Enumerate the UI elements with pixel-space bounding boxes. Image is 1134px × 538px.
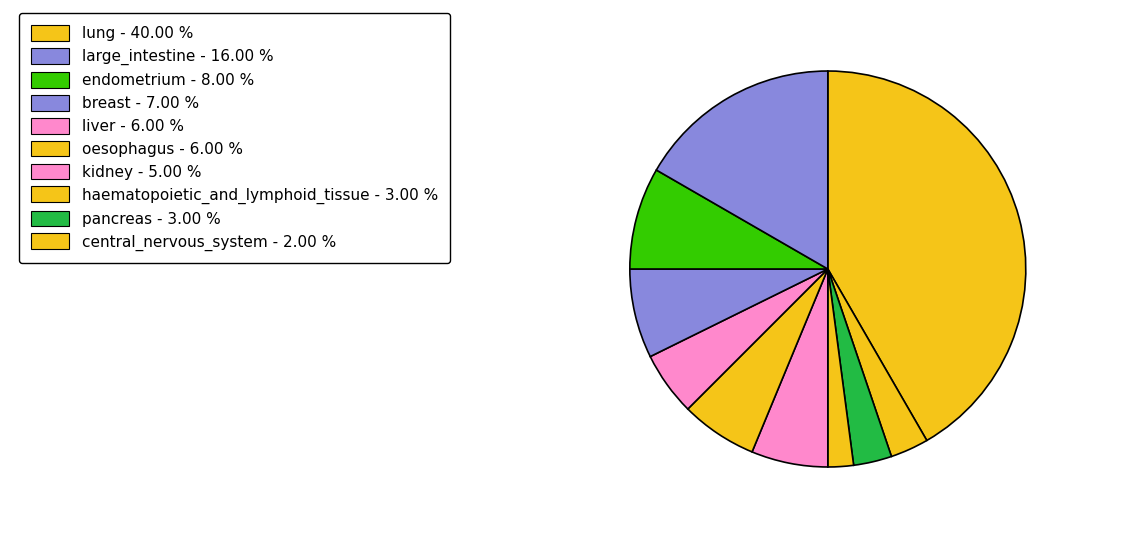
Legend: lung - 40.00 %, large_intestine - 16.00 %, endometrium - 8.00 %, breast - 7.00 %: lung - 40.00 %, large_intestine - 16.00 …: [19, 13, 450, 263]
Wedge shape: [657, 71, 828, 269]
Wedge shape: [629, 269, 828, 357]
Wedge shape: [828, 269, 891, 465]
Wedge shape: [629, 170, 828, 269]
Wedge shape: [828, 71, 1026, 441]
Wedge shape: [752, 269, 828, 467]
Wedge shape: [650, 269, 828, 409]
Wedge shape: [828, 269, 926, 456]
Wedge shape: [688, 269, 828, 452]
Wedge shape: [828, 269, 854, 467]
